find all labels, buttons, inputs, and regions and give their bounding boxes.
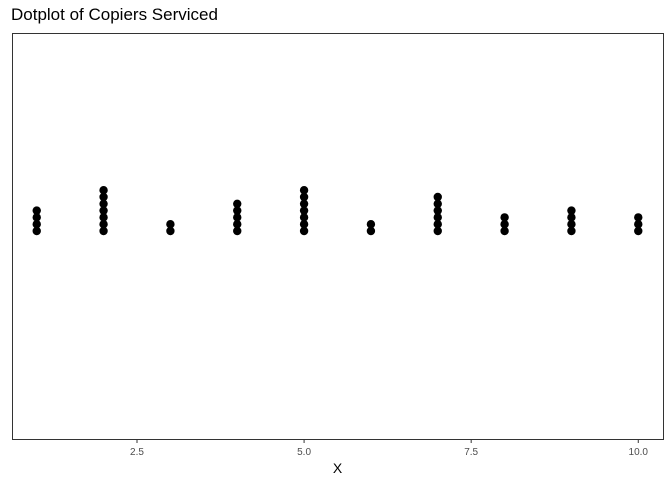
dot-point <box>634 220 643 229</box>
dot-point <box>567 213 576 222</box>
dot-point <box>233 199 242 208</box>
dot-point <box>32 220 41 229</box>
dot-point <box>233 213 242 222</box>
dot-point <box>299 192 309 202</box>
dot-point <box>500 220 509 229</box>
dot-point <box>567 226 576 236</box>
dot-point <box>433 199 442 208</box>
dot-point <box>99 213 108 222</box>
x-tick-label: 10.0 <box>629 447 649 458</box>
dot-point <box>634 213 643 222</box>
dot-point <box>500 226 509 236</box>
dot-point <box>299 186 309 195</box>
dot-point <box>233 220 242 229</box>
dot-point <box>433 213 442 222</box>
dot-point <box>32 206 41 215</box>
x-axis-ticks: 2.5 5.0 7.5 10.0 <box>130 439 649 458</box>
dot-point <box>99 186 108 195</box>
dot-series <box>32 186 643 236</box>
dot-point <box>299 226 309 236</box>
dot-point <box>99 226 108 236</box>
x-tick-label: 5.0 <box>297 447 311 458</box>
dot-point <box>32 226 41 236</box>
dot-point <box>99 192 108 202</box>
dot-point <box>233 226 242 236</box>
dot-point <box>99 199 108 208</box>
dot-point <box>567 220 576 229</box>
dot-point <box>299 220 309 229</box>
dot-point <box>299 199 309 208</box>
dot-point <box>233 206 242 215</box>
dot-point <box>433 226 442 236</box>
dot-point <box>99 220 108 229</box>
dot-point <box>366 220 376 229</box>
dot-point <box>166 220 175 229</box>
dot-point <box>366 226 376 236</box>
dot-point <box>299 206 309 215</box>
x-tick-label: 7.5 <box>464 447 478 458</box>
dot-point <box>32 213 41 222</box>
dot-point <box>634 226 643 236</box>
dot-point <box>99 206 108 215</box>
chart-title: Dotplot of Copiers Serviced <box>11 5 218 24</box>
dot-point <box>299 213 309 222</box>
dot-point <box>433 220 442 229</box>
x-tick-label: 2.5 <box>130 447 144 458</box>
dot-point <box>500 213 509 222</box>
dot-point <box>567 206 576 215</box>
plot-panel-border <box>12 33 664 440</box>
dot-point <box>433 206 442 215</box>
x-axis-title: X <box>333 460 343 476</box>
dot-point <box>166 226 175 236</box>
dot-point <box>433 192 442 202</box>
